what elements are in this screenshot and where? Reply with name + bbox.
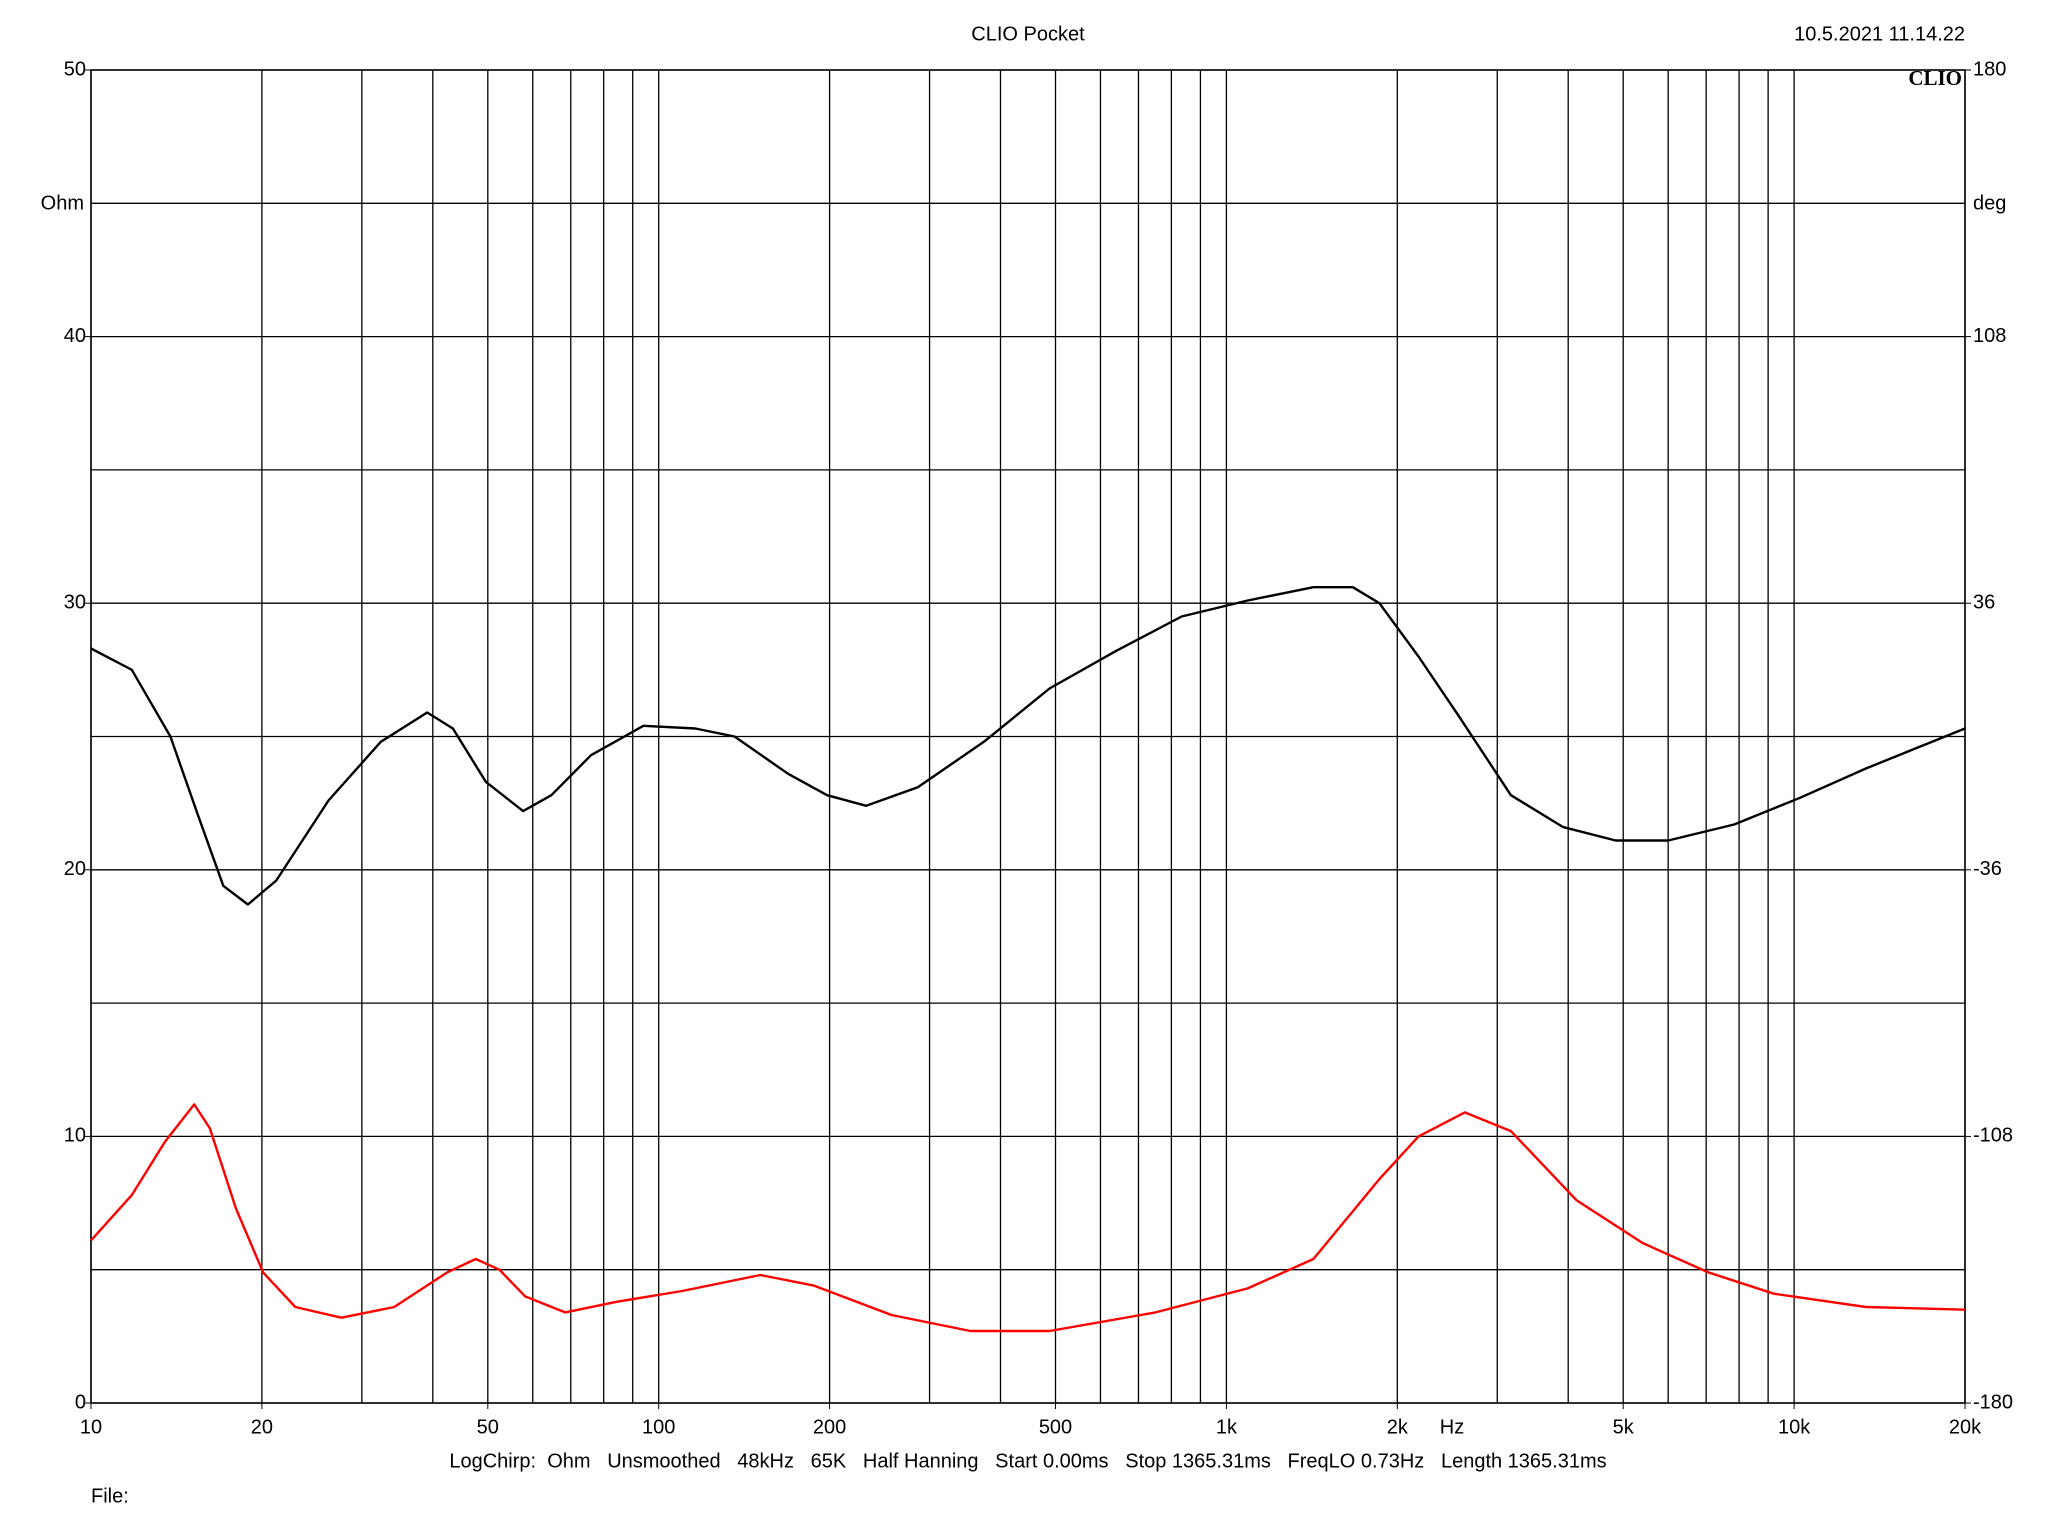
impedance-curve <box>90 586 1966 906</box>
y2-axis-label: deg <box>1973 192 2006 214</box>
y2-tick-label: 36 <box>1973 591 1995 613</box>
x-tick-label: 5k <box>1613 1416 1635 1438</box>
x-axis-label: Hz <box>1440 1416 1464 1438</box>
x-tick-label: 10k <box>1778 1416 1811 1438</box>
x-tick-label: 2k <box>1387 1416 1409 1438</box>
x-tick-label: 1k <box>1216 1416 1238 1438</box>
x-tick-label: 100 <box>642 1416 675 1438</box>
y2-tick-label: -108 <box>1973 1125 2013 1147</box>
y-tick-label: 10 <box>64 1125 86 1147</box>
y2-tick-label: -36 <box>1973 858 2002 880</box>
y-tick-label: 0 <box>75 1391 86 1413</box>
y2-tick-label: 180 <box>1973 58 2006 80</box>
y-axis-label: Ohm <box>41 192 84 214</box>
x-tick-label: 50 <box>477 1416 499 1438</box>
x-tick-label: 20k <box>1949 1416 1982 1438</box>
y-tick-label: 20 <box>64 858 86 880</box>
settings-line: LogChirp: Ohm Unsmoothed 48kHz 65K Half … <box>449 1450 1606 1472</box>
file-label: File: <box>91 1485 129 1507</box>
y-tick-label: 50 <box>64 58 86 80</box>
y2-tick-label: 108 <box>1973 325 2006 347</box>
y-tick-label: 30 <box>64 591 86 613</box>
impedance-curve <box>90 1103 1966 1333</box>
y-tick-label: 40 <box>64 325 86 347</box>
timestamp: 10.5.2021 11.14.22 <box>1794 23 1965 45</box>
x-tick-label: 200 <box>813 1416 846 1438</box>
chart-title: CLIO Pocket <box>971 23 1085 45</box>
y2-tick-label: -180 <box>1973 1391 2013 1413</box>
plot-frame <box>90 69 1966 1404</box>
x-tick-label: 10 <box>80 1416 102 1438</box>
x-tick-label: 20 <box>251 1416 273 1438</box>
x-tick-label: 500 <box>1039 1416 1072 1438</box>
